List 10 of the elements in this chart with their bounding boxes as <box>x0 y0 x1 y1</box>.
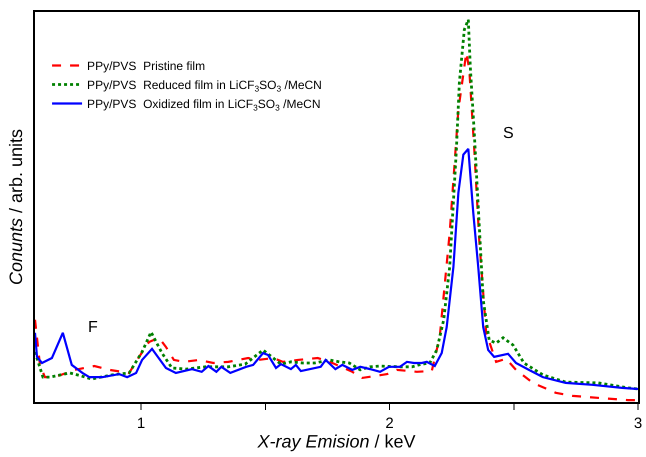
y-axis-title: Conunts / arb. units <box>6 128 26 286</box>
x-tick-label: 1 <box>136 414 146 432</box>
annotation: F <box>88 319 98 336</box>
x-axis-title: X-ray Emision / keV <box>256 432 416 452</box>
legend-label: PPy/PVS Pristine film <box>87 59 206 74</box>
annotation: S <box>503 125 514 142</box>
x-tick-label: 2 <box>385 414 394 432</box>
legend-label: PPy/PVS Oxidized film in LiCF$_{3}$SO$_{3}$ /MeCN <box>87 97 320 113</box>
legend-label: PPy/PVS Reduced film in LiCF$_{3}$SO$_{3}$ /MeCN <box>87 78 322 94</box>
x-tick-label: 3 <box>634 414 642 432</box>
